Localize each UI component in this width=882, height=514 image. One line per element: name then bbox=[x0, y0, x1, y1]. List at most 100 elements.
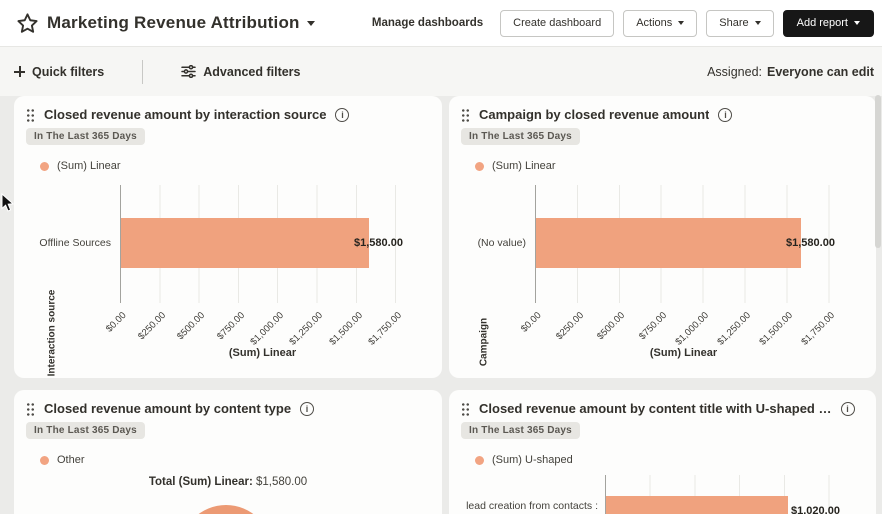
card-header: Closed revenue amount by content title w… bbox=[449, 390, 876, 416]
x-tick: $750.00 bbox=[637, 310, 670, 343]
chart-legend[interactable]: Other bbox=[40, 454, 442, 466]
category-label: (No value) bbox=[477, 237, 526, 249]
x-tick: $0.00 bbox=[104, 310, 129, 335]
x-tick: $1,750.00 bbox=[799, 310, 838, 348]
bar-value-label: $1,580.00 bbox=[786, 237, 835, 249]
x-tick: $0.00 bbox=[519, 310, 544, 335]
add-report-button[interactable]: Add report bbox=[782, 9, 874, 37]
advanced-filters-button[interactable]: Advanced filters bbox=[181, 64, 301, 79]
top-bar: Marketing Revenue Attribution Manage das… bbox=[0, 0, 882, 47]
category-label: Offline Sources bbox=[39, 237, 111, 249]
info-icon[interactable] bbox=[840, 401, 855, 416]
share-caret-icon bbox=[754, 21, 761, 25]
legend-label: Other bbox=[57, 454, 85, 466]
bar-value-label: $1,580.00 bbox=[354, 237, 403, 249]
bar-value-label: $1,020.00 bbox=[791, 505, 840, 514]
card-header: Closed revenue amount by content type bbox=[14, 390, 442, 416]
chart-legend[interactable]: (Sum) U-shaped bbox=[475, 454, 876, 466]
legend-label: (Sum) Linear bbox=[57, 160, 121, 172]
add-report-caret-icon bbox=[854, 21, 860, 25]
total-value: $1,580.00 bbox=[255, 476, 308, 488]
drag-handle-icon[interactable] bbox=[461, 107, 470, 122]
share-button[interactable]: Share bbox=[706, 9, 774, 37]
report-card-content-title: Closed revenue amount by content title w… bbox=[449, 390, 876, 514]
card-header: Closed revenue amount by interaction sou… bbox=[14, 96, 442, 122]
quick-filters-label: Quick filters bbox=[32, 64, 105, 79]
favorite-star-icon[interactable] bbox=[16, 12, 39, 35]
card-header: Campaign by closed revenue amount bbox=[449, 96, 876, 122]
y-axis-title: Campaign bbox=[478, 317, 490, 367]
create-dashboard-button[interactable]: Create dashboard bbox=[500, 9, 615, 37]
actions-button[interactable]: Actions bbox=[623, 9, 698, 37]
sliders-icon bbox=[181, 65, 196, 78]
x-tick: $1,750.00 bbox=[366, 310, 404, 348]
title-caret-icon[interactable] bbox=[306, 20, 315, 26]
legend-label: (Sum) U-shaped bbox=[492, 454, 573, 466]
report-card-campaign: Campaign by closed revenue amount In The… bbox=[449, 96, 876, 378]
bar-chart-plot: lead creation from contacts : 1617111000… bbox=[466, 475, 865, 514]
advanced-filters-label: Advanced filters bbox=[203, 64, 301, 79]
report-title: Closed revenue amount by interaction sou… bbox=[44, 107, 327, 122]
x-tick: $1,250.00 bbox=[715, 310, 754, 348]
bar-offline-sources[interactable] bbox=[121, 218, 369, 268]
date-range-badge: In The Last 365 Days bbox=[461, 422, 580, 439]
total-label: Total (Sum) Linear: bbox=[148, 476, 253, 488]
drag-handle-icon[interactable] bbox=[461, 401, 470, 416]
x-tick: $750.00 bbox=[214, 310, 247, 343]
report-card-content-type: Closed revenue amount by content type In… bbox=[14, 390, 442, 514]
legend-dot-icon bbox=[475, 455, 484, 465]
info-icon[interactable] bbox=[335, 107, 350, 122]
dashboard-title: Marketing Revenue Attribution bbox=[47, 13, 300, 32]
x-tick: $1,000.00 bbox=[673, 310, 712, 348]
assigned-label: Assigned: bbox=[707, 64, 762, 79]
chart-legend[interactable]: (Sum) Linear bbox=[40, 160, 442, 172]
actions-button-label: Actions bbox=[636, 17, 673, 29]
category-line-1: lead creation from contacts : bbox=[466, 500, 598, 512]
bar-chart-plot: Offline Sources $1,580.00 $0.00 $250.00 … bbox=[39, 185, 404, 359]
x-tick: $1,250.00 bbox=[287, 310, 326, 348]
top-bar-actions: Manage dashboards Create dashboard Actio… bbox=[371, 9, 874, 37]
drag-handle-icon[interactable] bbox=[26, 107, 35, 122]
legend-dot-icon bbox=[40, 161, 49, 171]
add-report-button-label: Add report bbox=[796, 17, 848, 29]
date-range-badge: In The Last 365 Days bbox=[26, 128, 145, 145]
x-tick: $1,000.00 bbox=[248, 310, 286, 348]
manage-dashboards-link[interactable]: Manage dashboards bbox=[371, 17, 484, 29]
info-icon[interactable] bbox=[718, 107, 733, 122]
assigned-value: Everyone can edit bbox=[767, 64, 874, 79]
x-axis-title: (Sum) Linear bbox=[228, 347, 297, 359]
x-tick: $1,500.00 bbox=[757, 310, 796, 348]
legend-label: (Sum) Linear bbox=[492, 160, 556, 172]
assigned-status: Assigned: Everyone can edit bbox=[707, 65, 874, 79]
pie-slice-other[interactable] bbox=[180, 505, 272, 514]
info-icon[interactable] bbox=[300, 401, 315, 416]
share-button-label: Share bbox=[719, 17, 749, 29]
bar-no-value[interactable] bbox=[536, 218, 801, 268]
legend-dot-icon bbox=[40, 455, 49, 465]
x-tick: $500.00 bbox=[175, 310, 208, 343]
report-card-interaction-source: Closed revenue amount by interaction sou… bbox=[14, 96, 442, 378]
category-label: lead creation from contacts : 1617111000… bbox=[466, 500, 598, 514]
report-title: Campaign by closed revenue amount bbox=[479, 107, 710, 122]
legend-dot-icon bbox=[475, 161, 484, 171]
chart-total-annotation: Total (Sum) Linear: $1,580.00 bbox=[14, 476, 442, 488]
x-tick: $250.00 bbox=[553, 310, 586, 343]
quick-filters-button[interactable]: Quick filters bbox=[14, 65, 104, 79]
vertical-scrollbar[interactable] bbox=[875, 95, 881, 248]
mouse-cursor-icon bbox=[1, 193, 15, 212]
x-tick: $500.00 bbox=[595, 310, 628, 343]
y-axis-title: Interaction source bbox=[46, 289, 58, 377]
x-axis-title: (Sum) Linear bbox=[649, 347, 718, 359]
plus-icon bbox=[14, 66, 25, 77]
filter-bar: Quick filters Advanced filters Assigned:… bbox=[0, 47, 882, 96]
report-title: Closed revenue amount by content type bbox=[44, 401, 292, 416]
actions-caret-icon bbox=[678, 21, 685, 25]
date-range-badge: In The Last 365 Days bbox=[461, 128, 580, 145]
drag-handle-icon[interactable] bbox=[26, 401, 35, 416]
chart-legend[interactable]: (Sum) Linear bbox=[475, 160, 876, 172]
x-tick: $1,500.00 bbox=[326, 310, 365, 348]
date-range-badge: In The Last 365 Days bbox=[26, 422, 145, 439]
report-title: Closed revenue amount by content title w… bbox=[479, 401, 832, 416]
bar-lead-creation[interactable] bbox=[606, 496, 788, 514]
